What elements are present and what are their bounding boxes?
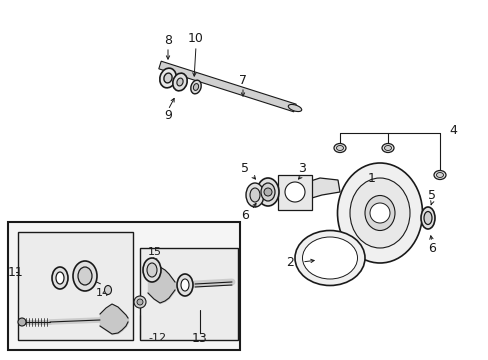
Text: 15: 15: [148, 247, 162, 257]
Ellipse shape: [190, 80, 201, 94]
Text: 6: 6: [241, 208, 248, 221]
Polygon shape: [297, 178, 339, 200]
Ellipse shape: [142, 258, 161, 282]
Ellipse shape: [261, 183, 274, 201]
Ellipse shape: [433, 171, 445, 180]
Ellipse shape: [288, 104, 301, 112]
Circle shape: [285, 182, 305, 202]
Ellipse shape: [257, 178, 279, 206]
Text: 14: 14: [96, 288, 110, 298]
Ellipse shape: [423, 212, 431, 225]
Text: 9: 9: [164, 108, 172, 122]
Circle shape: [137, 299, 142, 305]
Ellipse shape: [364, 195, 394, 230]
Ellipse shape: [172, 73, 187, 91]
Ellipse shape: [160, 68, 176, 88]
Text: 5: 5: [241, 162, 248, 175]
Text: 10: 10: [188, 32, 203, 45]
Text: 7: 7: [239, 73, 246, 86]
Ellipse shape: [381, 144, 393, 153]
Ellipse shape: [177, 78, 183, 86]
Circle shape: [134, 296, 146, 308]
Polygon shape: [278, 175, 311, 210]
Ellipse shape: [104, 285, 111, 294]
Ellipse shape: [294, 230, 364, 285]
Ellipse shape: [333, 144, 346, 153]
Text: 2: 2: [285, 256, 293, 269]
Circle shape: [369, 203, 389, 223]
Ellipse shape: [52, 267, 68, 289]
Ellipse shape: [147, 263, 157, 277]
Bar: [8, 222, 240, 350]
Ellipse shape: [420, 207, 434, 229]
Text: 8: 8: [163, 33, 172, 46]
Ellipse shape: [249, 188, 260, 202]
Ellipse shape: [181, 279, 189, 291]
Text: 4: 4: [448, 123, 456, 136]
Text: 13: 13: [192, 332, 207, 345]
Ellipse shape: [193, 84, 198, 90]
Ellipse shape: [177, 274, 193, 296]
Ellipse shape: [163, 73, 172, 83]
Text: 1: 1: [367, 171, 375, 185]
Polygon shape: [159, 61, 296, 112]
Text: -12: -12: [148, 333, 166, 343]
Circle shape: [264, 188, 271, 196]
Ellipse shape: [384, 145, 391, 150]
Ellipse shape: [78, 267, 92, 285]
Ellipse shape: [245, 183, 264, 207]
Ellipse shape: [349, 178, 409, 248]
Ellipse shape: [436, 172, 443, 177]
Text: 3: 3: [298, 162, 305, 175]
Ellipse shape: [73, 261, 97, 291]
Ellipse shape: [337, 163, 422, 263]
Ellipse shape: [56, 272, 64, 284]
Text: 5: 5: [427, 189, 435, 202]
Text: 6: 6: [427, 242, 435, 255]
Text: 11: 11: [8, 266, 24, 279]
Circle shape: [18, 318, 26, 326]
Bar: [140, 248, 238, 340]
Bar: [18, 232, 133, 340]
Ellipse shape: [336, 145, 343, 150]
Ellipse shape: [302, 237, 357, 279]
